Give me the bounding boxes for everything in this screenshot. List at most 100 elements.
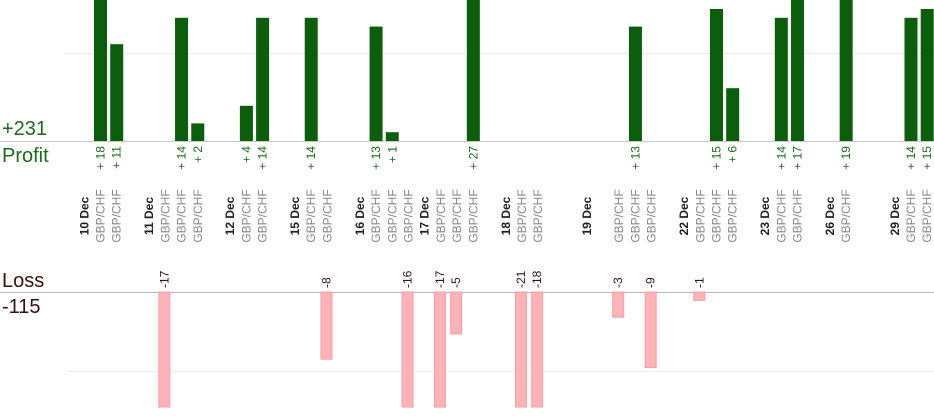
loss-value-label: -3: [611, 277, 625, 288]
profit-bar: [628, 26, 642, 142]
profit-value-label: + 14: [774, 146, 788, 170]
loss-label: Loss: [2, 270, 45, 292]
profit-value-label: + 14: [304, 146, 318, 170]
loss-value-label: -17: [433, 270, 447, 288]
pair-label: GBP/CHF: [515, 189, 529, 242]
date-label: 18 Dec: [499, 196, 513, 235]
pair-label: GBP/CHF: [369, 189, 383, 242]
loss-bar: [433, 291, 446, 408]
profit-value-label: + 13: [628, 146, 642, 170]
date-label: 22 Dec: [677, 196, 691, 235]
pair-label: GBP/CHF: [450, 189, 464, 242]
pair-label: GBP/CHF: [726, 189, 740, 242]
date-label: 12 Dec: [223, 196, 237, 235]
pair-label: GBP/CHF: [385, 189, 399, 242]
loss-bar: [450, 291, 463, 335]
pair-label: GBP/CHF: [320, 189, 334, 242]
profit-value-label: + 17: [791, 146, 805, 170]
loss-bar: [693, 291, 706, 301]
pair-label: GBP/CHF: [175, 189, 189, 242]
pair-label: GBP/CHF: [304, 189, 318, 242]
profit-total: +231: [2, 118, 48, 140]
pair-label: GBP/CHF: [709, 189, 723, 242]
loss-bar: [612, 291, 625, 318]
profit-bar: [709, 9, 723, 141]
date-label: 23 Dec: [758, 196, 772, 235]
profit-value-label: + 19: [839, 146, 853, 170]
loss-bar: [514, 291, 527, 408]
profit-bar: [256, 17, 270, 141]
pair-label: GBP/CHF: [158, 189, 172, 242]
loss-bar: [531, 291, 544, 408]
profit-value-label: + 14: [175, 146, 189, 170]
loss-value-label: -1: [692, 277, 706, 288]
pair-label: GBP/CHF: [791, 189, 805, 242]
pair-label: GBP/CHF: [94, 189, 108, 242]
date-label: 15 Dec: [288, 196, 302, 235]
date-label: 11 Dec: [142, 197, 156, 235]
date-label: 19 Dec: [580, 196, 594, 235]
profit-bar: [726, 88, 740, 141]
pair-label: GBP/CHF: [612, 189, 626, 242]
profit-value-label: + 4: [239, 146, 253, 163]
profit-bar: [239, 105, 253, 141]
profit-bar: [920, 9, 934, 141]
profit-bar: [175, 17, 189, 141]
profit-value-label: + 14: [904, 146, 918, 170]
profit-value-label: + 11: [110, 146, 124, 169]
pair-label: GBP/CHF: [628, 189, 642, 242]
date-label: 17 Dec: [418, 196, 432, 235]
loss-bar: [401, 291, 414, 408]
pair-label: GBP/CHF: [110, 189, 124, 242]
profit-value-label: + 1: [385, 146, 399, 163]
profit-label: Profit: [2, 145, 49, 167]
pair-label: GBP/CHF: [904, 189, 918, 242]
profit-bar: [94, 0, 107, 141]
profit-value-label: + 15: [709, 146, 723, 170]
profit-bar: [904, 17, 918, 141]
date-label: 29 Dec: [888, 196, 902, 235]
loss-value-label: -9: [644, 277, 658, 288]
profit-bar: [369, 26, 383, 142]
profit-bar: [191, 123, 205, 141]
pair-label: GBP/CHF: [191, 189, 205, 242]
profit-value-label: + 15: [920, 146, 934, 170]
pair-label: GBP/CHF: [466, 189, 480, 242]
loss-value-label: -21: [514, 270, 528, 288]
profit-bar: [774, 17, 788, 141]
date-label: 26 Dec: [823, 196, 837, 235]
loss-bar: [158, 291, 171, 408]
loss-value-label: -8: [319, 277, 333, 288]
profit-bar: [791, 0, 805, 141]
profit-value-label: + 2: [191, 146, 205, 163]
loss-value-label: -18: [530, 270, 544, 288]
loss-total: -115: [2, 296, 41, 318]
profit-value-label: + 13: [369, 146, 383, 170]
date-label: 16 Dec: [353, 196, 367, 235]
loss-value-label: -16: [400, 270, 414, 288]
pair-label: GBP/CHF: [645, 189, 659, 242]
profit-bar: [110, 44, 124, 142]
pair-label: GBP/CHF: [401, 189, 415, 242]
pair-label: GBP/CHF: [256, 189, 270, 242]
pair-label: GBP/CHF: [693, 189, 707, 242]
profit-value-label: + 27: [466, 146, 480, 170]
date-label: 10 Dec: [77, 196, 91, 235]
pair-label: GBP/CHF: [239, 189, 253, 242]
profit-bar: [304, 17, 318, 141]
pair-label: GBP/CHF: [839, 189, 853, 242]
loss-value-label: -17: [157, 270, 171, 288]
profit-value-label: + 6: [726, 146, 740, 163]
loss-bar: [644, 291, 657, 369]
profit-value-label: + 18: [94, 146, 108, 170]
profit-bar: [385, 132, 399, 141]
loss-bar: [320, 291, 333, 360]
pair-label: GBP/CHF: [531, 189, 545, 242]
profit-bar: [839, 0, 853, 141]
loss-value-label: -5: [449, 277, 463, 288]
profit-bar: [466, 0, 480, 141]
profit-value-label: + 14: [256, 146, 270, 170]
pair-label: GBP/CHF: [434, 189, 448, 242]
pair-label: GBP/CHF: [920, 189, 934, 242]
